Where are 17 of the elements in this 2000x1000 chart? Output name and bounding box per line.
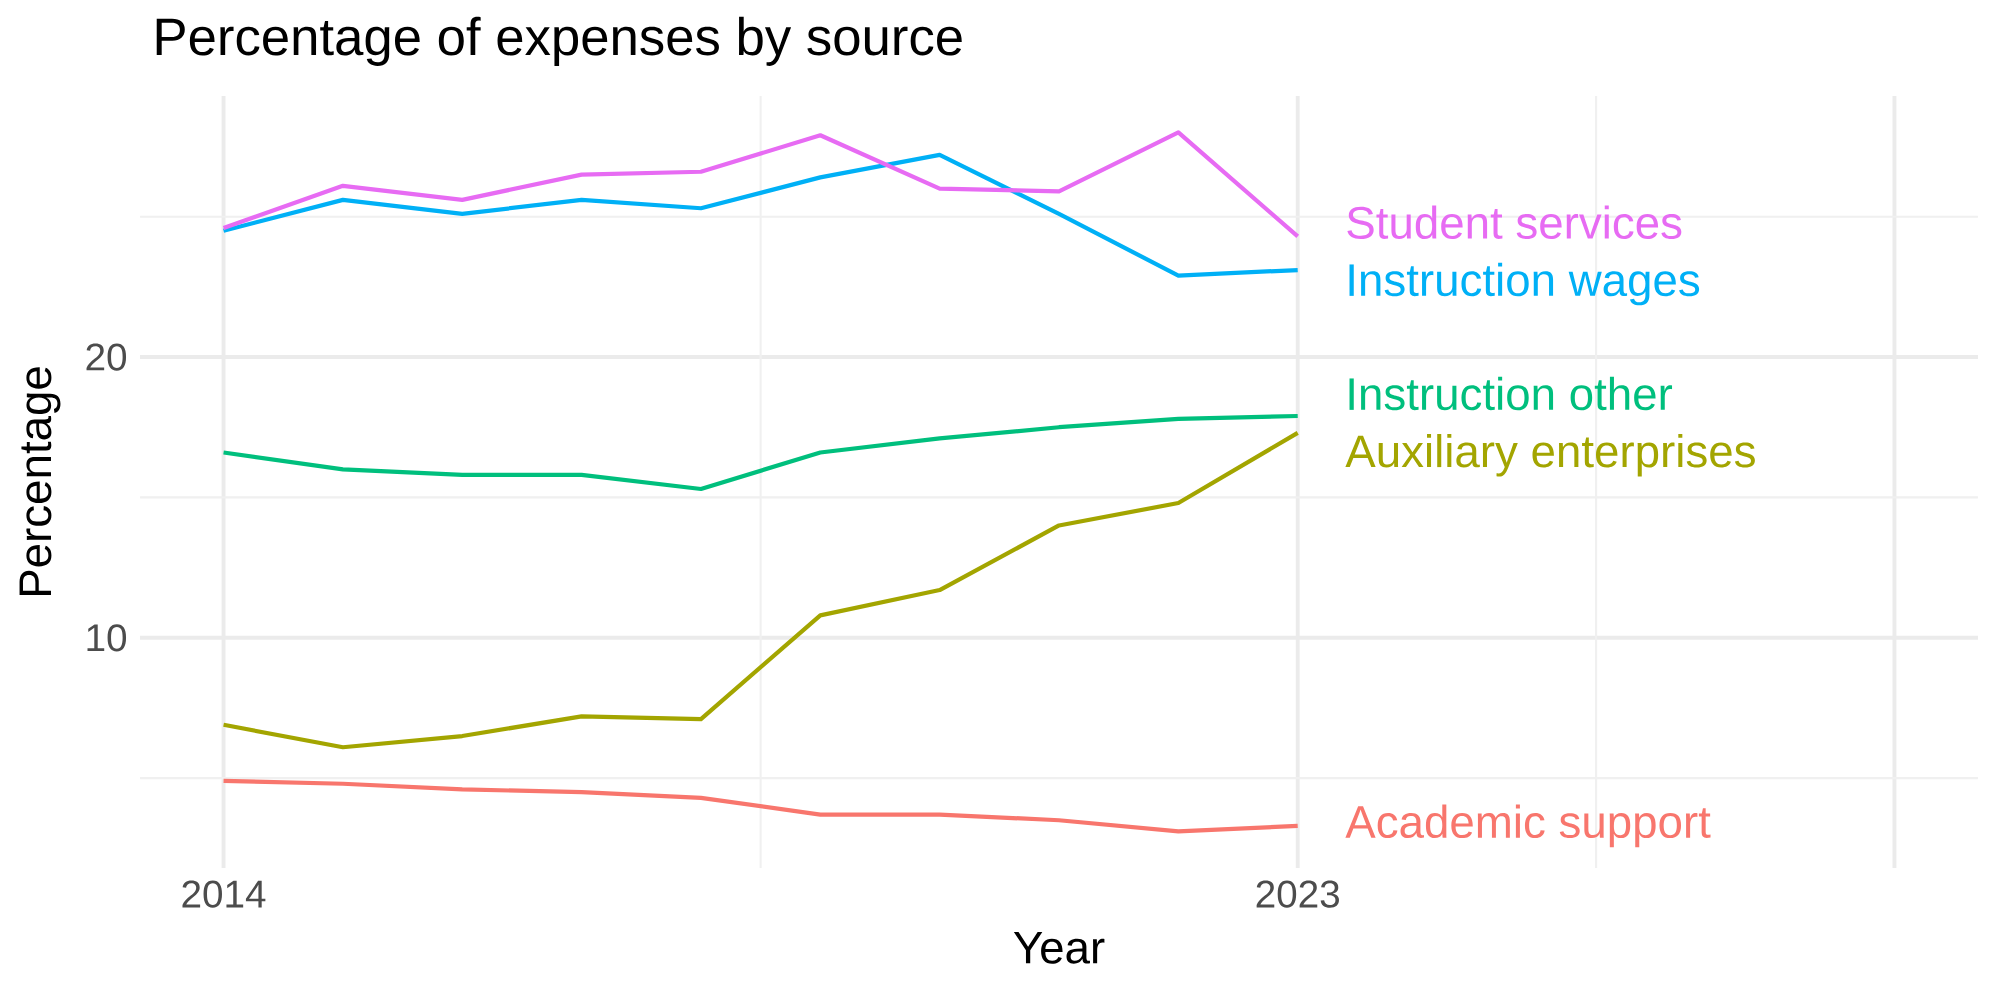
line-series <box>221 413 1300 492</box>
series-label: Academic support <box>1345 804 1711 848</box>
y-tick-label: 20 <box>86 343 127 371</box>
series-label: Instruction other <box>1349 376 1673 411</box>
line-series <box>221 130 1300 239</box>
x-tick-label: 2023 <box>1256 880 1339 908</box>
series-label: Auxiliary enterprises <box>1345 434 1755 477</box>
line-series <box>221 430 1300 750</box>
line-series <box>221 778 1300 834</box>
line-series <box>221 152 1300 278</box>
y-axis-title: Percentage <box>19 367 61 596</box>
x-tick-label: 2014 <box>182 880 266 908</box>
chart-title: Percentage of expenses by source <box>156 16 962 66</box>
series-label: Student services <box>1347 205 1682 240</box>
y-tick-label: 10 <box>87 624 127 652</box>
series-label: Instruction wages <box>1349 262 1700 306</box>
x-axis-title: Year <box>1013 931 1105 964</box>
